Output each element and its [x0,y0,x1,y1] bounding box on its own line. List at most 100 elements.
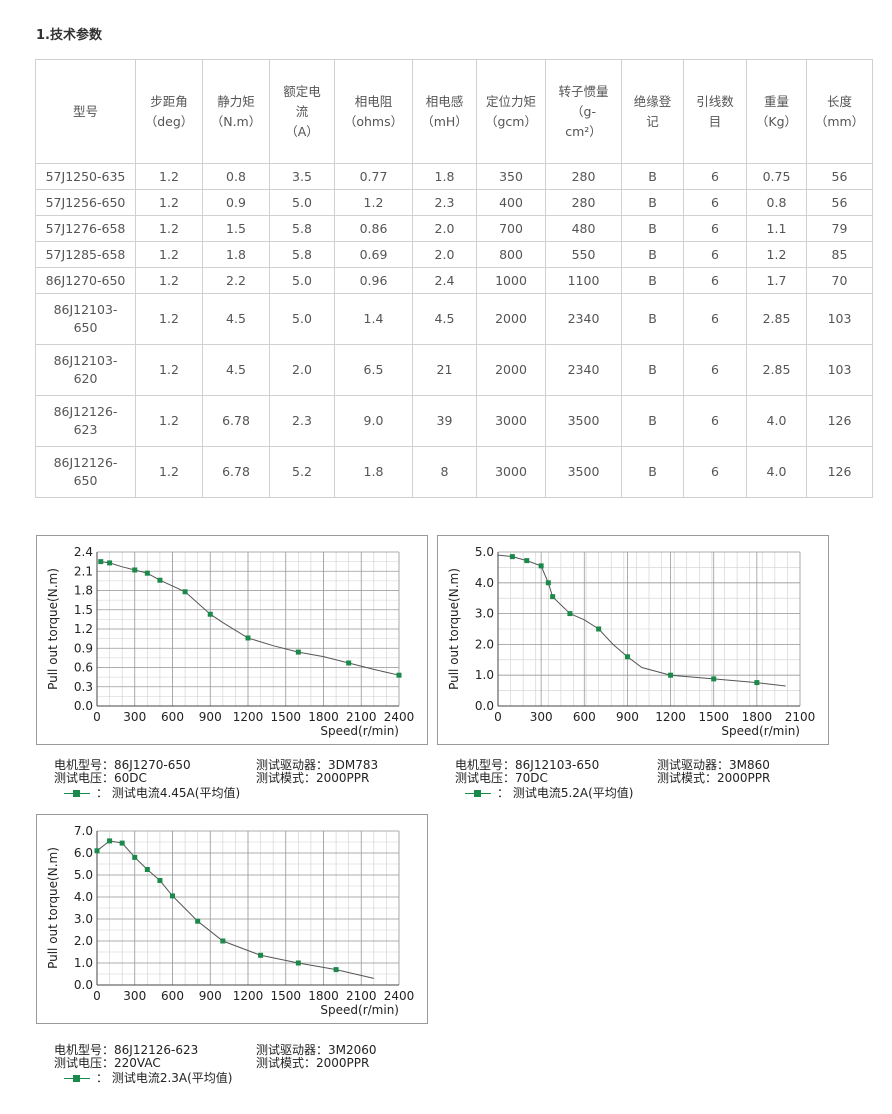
y-tick-label: 0.0 [74,978,93,992]
voltage-label: 测试电压： [54,771,115,785]
table-cell: 2.3 [412,189,477,216]
x-tick-label: 1200 [655,710,686,724]
y-tick-label: 1.2 [74,622,93,636]
column-header-line: （gcm） [485,113,537,129]
driver-label: 测试驱动器： [256,1043,329,1057]
column-header-line: 定位力矩 [485,93,536,109]
motor-label: 电机型号： [54,758,115,772]
table-cell: 3000 [476,446,546,498]
voltage-label: 测试电压： [455,771,516,785]
table-cell: 400 [476,189,546,216]
table-cell: 57J1285-658 [35,241,136,268]
table-cell: 0.96 [334,267,413,294]
driver-value: 3DM783 [328,758,379,772]
legend-line-icon [64,790,90,797]
table-row: 57J1276-658 1.2 1.5 5.8 0.86 2.0 700 480 B 6 1.1 79 [35,215,873,242]
x-tick-label: 2400 [384,989,415,1003]
data-point [107,560,113,566]
table-row: 86J12126- 623 1.2 6.78 2.3 9.0 39 3000 3500 B 6 4.0… [35,395,873,447]
data-point [157,878,163,883]
legend: ： 测试电流5.2A(平均值) [465,787,634,800]
table-cell: 5.8 [269,215,335,242]
table-cell: 56 [806,189,873,216]
driver-label: 测试驱动器： [657,758,730,772]
table-cell: 5.0 [269,189,335,216]
x-tick-label: 1800 [308,989,339,1003]
data-point [245,635,251,641]
mode-label: 测试模式： [657,771,718,785]
table-cell: 0.8 [746,189,807,216]
model-line: 86J12126- [53,455,118,470]
x-tick-label: 600 [161,710,184,724]
y-tick-label: 2.0 [475,637,494,651]
column-header-line: 重量 [763,93,789,109]
chart-3-caption: 电机型号：86J12126-623 测试驱动器：3M2060 测试电压：220V… [54,1044,414,1086]
column-header: 相电感 （mH） [412,59,477,164]
column-header-line: 转子惯量 [558,83,609,99]
legend: ： 测试电流2.3A(平均值) [64,1072,233,1085]
data-point [195,918,201,924]
table-cell: 103 [806,293,873,345]
table-cell: 57J1256-650 [35,189,136,216]
series-line [497,554,786,687]
x-tick-label: 2100 [346,989,377,1003]
table-cell: 2.4 [412,267,477,294]
table-cell: 1.2 [135,189,203,216]
column-header: 转子惯量 （g-cm²） [545,59,622,164]
y-tick-label: 0.6 [74,661,93,675]
table-cell: 0.77 [334,163,413,190]
table-body: 57J1250-635 1.2 0.8 3.5 0.77 1.8 350 280 B 6 0.75 5… [35,163,873,498]
data-point [295,649,301,655]
table-cell: 2.2 [202,267,270,294]
column-header-line: 型号 [72,103,98,119]
table-cell: 2.3 [269,395,335,447]
table-cell: 6 [683,267,747,294]
mode-label: 测试模式： [256,771,317,785]
y-tick-label: 5.0 [74,868,93,882]
voltage-value: 60DC [114,771,147,785]
y-tick-label: 5.0 [475,545,494,559]
table-cell: 2.0 [412,215,477,242]
column-header-line: 长度 [826,93,852,109]
table-cell: 0.86 [334,215,413,242]
data-point [567,611,573,617]
y-tick-label: 3.0 [74,912,93,926]
table-cell: 6.78 [202,395,270,447]
y-axis-title: Pull out torque(N.m) [46,847,60,969]
table-cell: 4.0 [746,395,807,447]
y-tick-label: 0.0 [74,699,93,713]
table-cell: 550 [545,241,622,268]
table-cell: 1.2 [135,163,203,190]
table-cell: 280 [545,163,622,190]
data-point [596,626,602,632]
x-tick-label: 0 [93,710,101,724]
motor-value: 86J12126-623 [114,1043,199,1057]
table-cell: 8 [412,446,477,498]
table-cell: 79 [806,215,873,242]
table-cell: 39 [412,395,477,447]
table-cell: 480 [545,215,622,242]
table-cell: 1100 [545,267,622,294]
column-header-line: （ohms） [343,113,404,129]
table-cell: 2340 [545,344,622,396]
x-tick-label: 1800 [308,710,339,724]
table-cell: 5.2 [269,446,335,498]
table-cell: 1.4 [334,293,413,345]
y-tick-label: 4.0 [475,576,494,590]
table-cell: 4.5 [202,293,270,345]
model-line: 86J12103- [53,302,118,317]
x-tick-label: 300 [530,710,553,724]
model-line: 623 [73,422,98,437]
motor-value: 86J12103-650 [515,758,600,772]
table-cell: B [621,395,684,447]
data-point [295,960,301,966]
table-cell: B [621,163,684,190]
column-header-line: （mH） [421,113,468,129]
table-cell: 1.5 [202,215,270,242]
data-point [509,554,515,560]
column-header: 静力矩 （N.m） [202,59,270,164]
torque-chart-1-svg: 0.0 0.3 0.6 0.9 1.2 1.5 1.8 2.1 2.4 0 300 600 900 120… [46,545,414,738]
data-point [98,559,104,565]
legend: ： 测试电流4.45A(平均值) [64,787,240,800]
table-row: 86J12126- 650 1.2 6.78 5.2 1.8 8 3000 3500 B 6 4.0 1… [35,446,873,498]
